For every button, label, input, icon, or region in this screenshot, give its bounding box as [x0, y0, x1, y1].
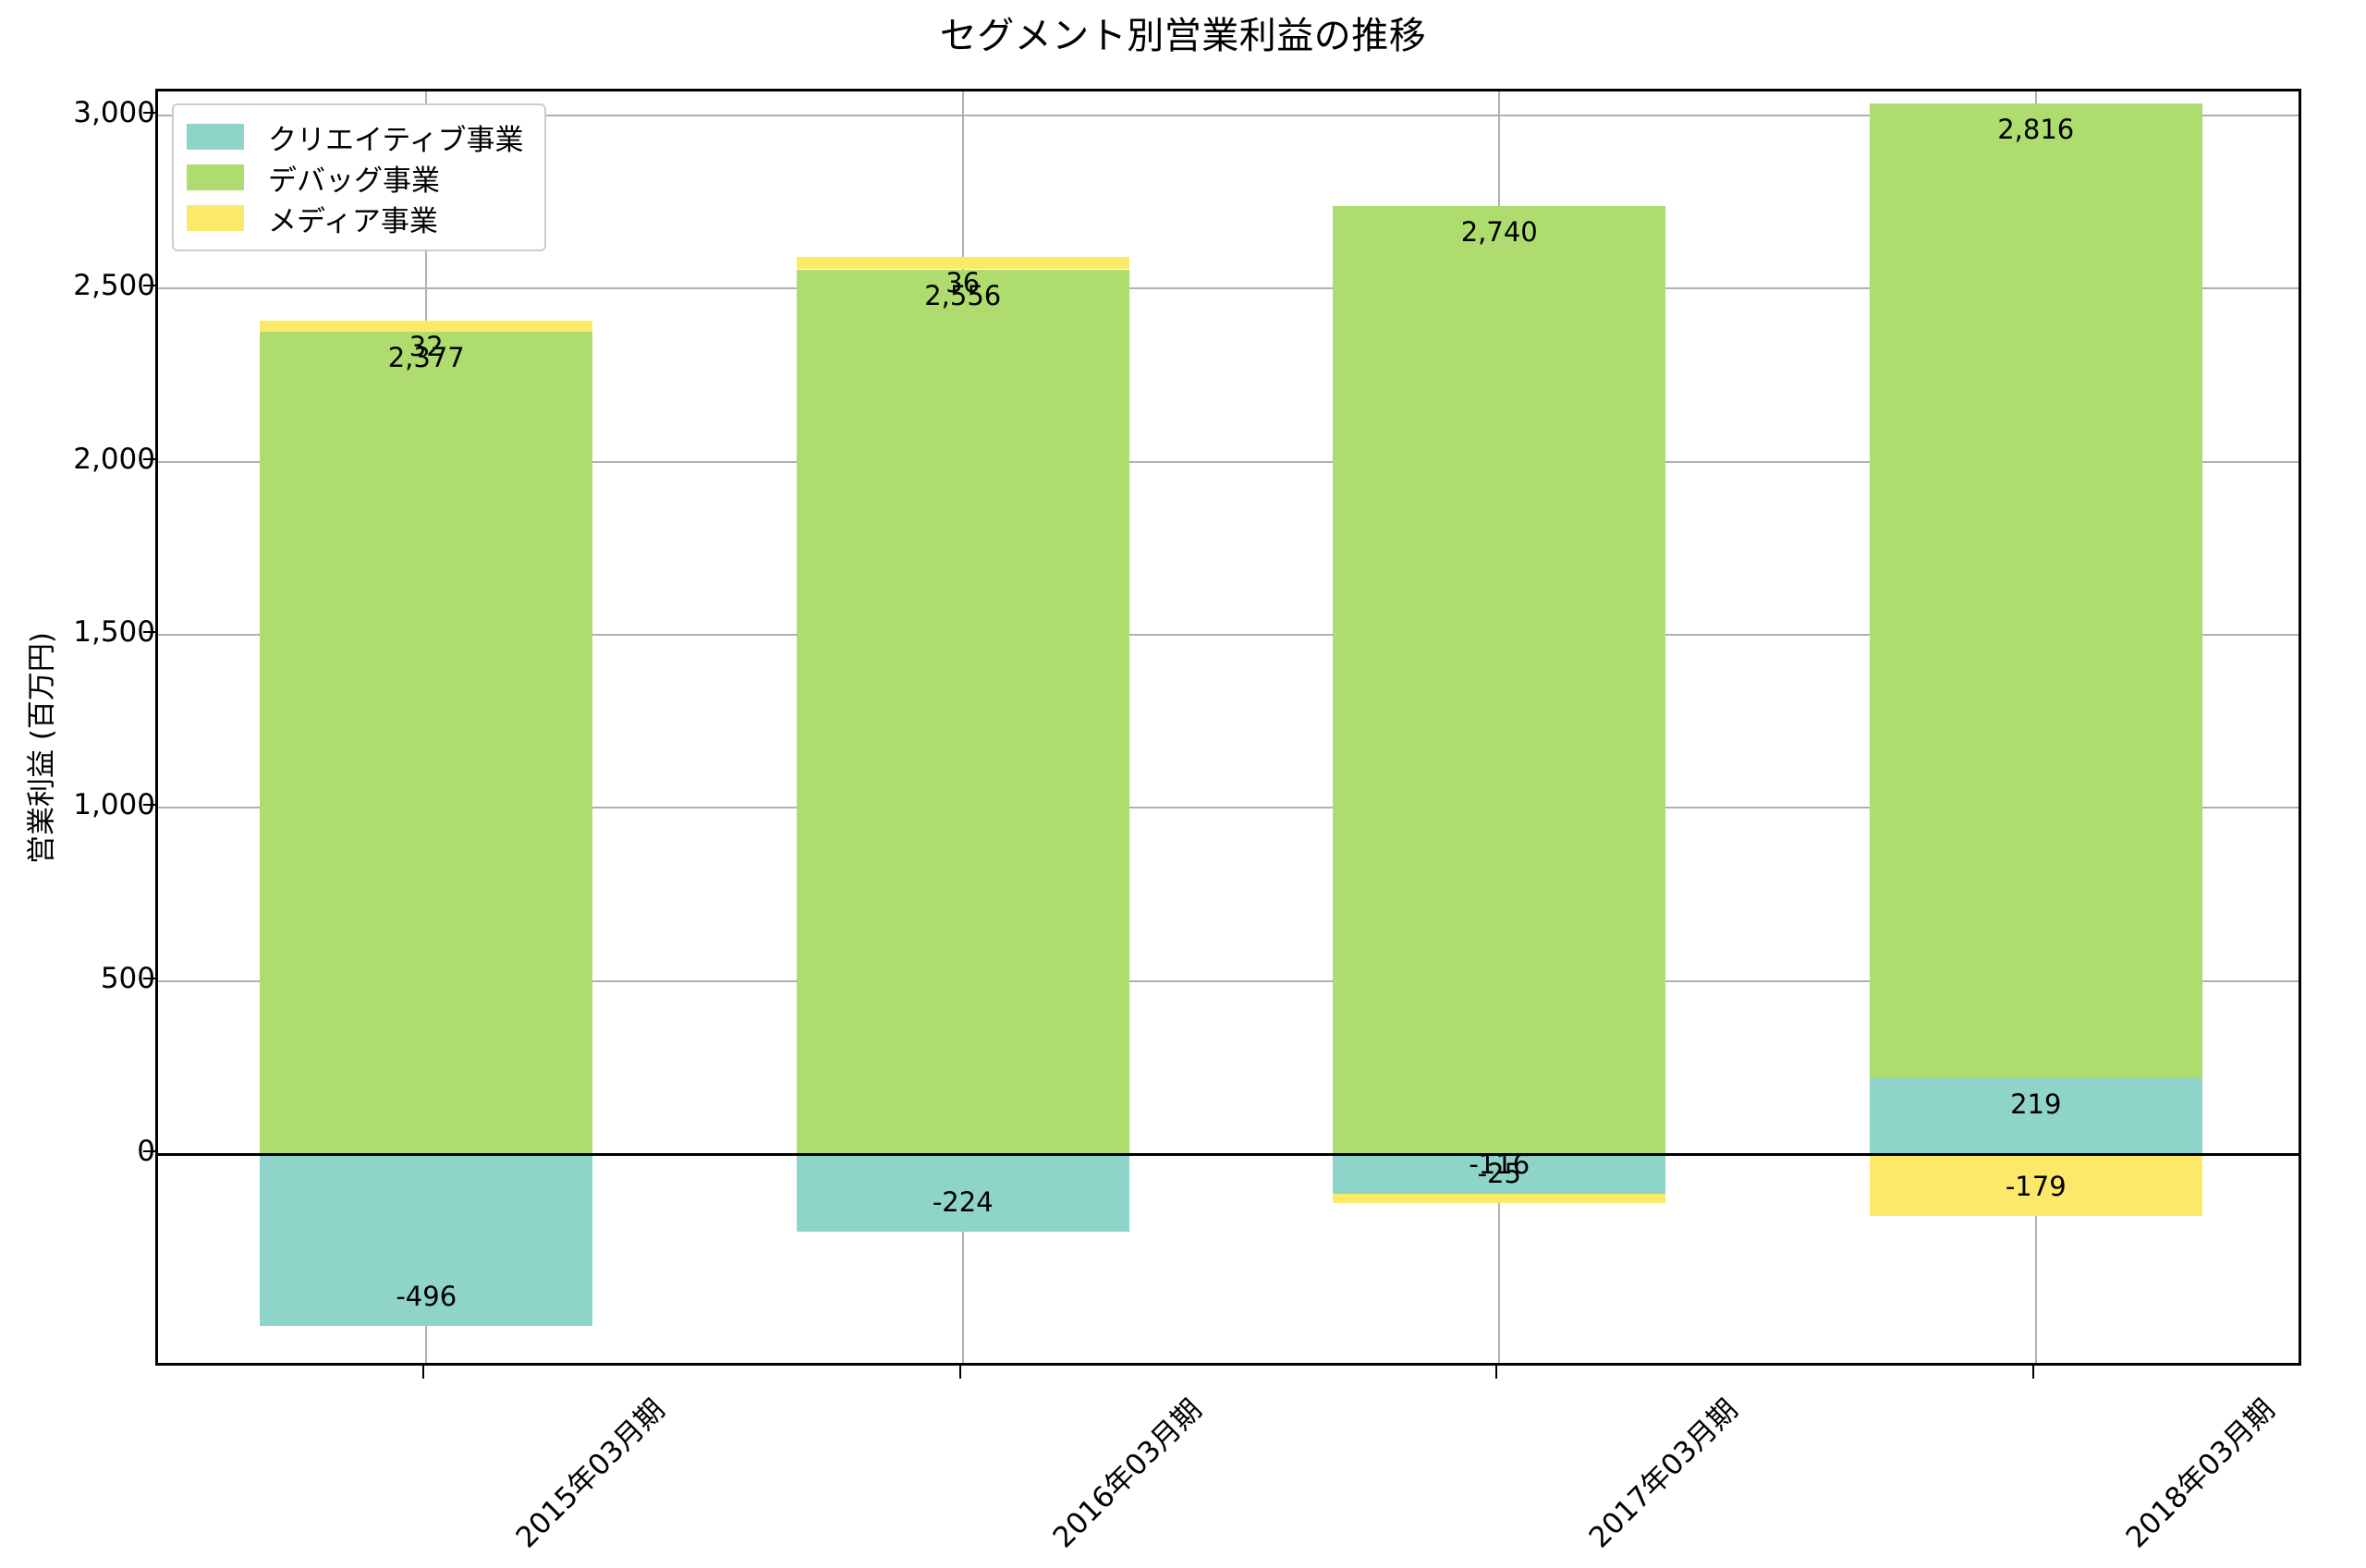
- x-axis-tick-mark: [1495, 1366, 1498, 1379]
- y-axis-tick-label: 2,500: [73, 269, 155, 303]
- bar-value-label: -116: [1469, 1149, 1531, 1181]
- bar-value-label: 2,556: [924, 279, 1002, 311]
- gridline-horizontal: [158, 634, 2299, 636]
- bar-value-label: 2,377: [387, 341, 465, 373]
- legend-item-label: メディア事業: [268, 204, 438, 238]
- y-axis-tick-label: 1,500: [73, 615, 155, 649]
- bar-segment[interactable]: [796, 1153, 1129, 1232]
- legend-item[interactable]: メディア事業: [187, 198, 524, 238]
- bar-value-label: 32: [409, 330, 444, 362]
- y-axis-tick-mark: [143, 1149, 156, 1152]
- bar-segment[interactable]: [1333, 1153, 1666, 1195]
- gridline-horizontal: [158, 460, 2299, 463]
- bar-value-label: 219: [2010, 1088, 2062, 1120]
- legend-item-label: デバッグ事業: [268, 164, 440, 198]
- x-axis-tick-mark: [422, 1366, 425, 1379]
- x-axis-tick-mark: [958, 1366, 961, 1379]
- bar-value-label: -25: [1477, 1157, 1521, 1189]
- bar-segment[interactable]: [260, 1153, 593, 1326]
- bar-value-label: -179: [2005, 1170, 2067, 1202]
- y-axis-tick-mark: [143, 631, 156, 633]
- zero-line: [158, 1152, 2299, 1156]
- bar-segment[interactable]: [260, 320, 593, 332]
- legend-swatch-icon: [187, 124, 244, 150]
- gridline-horizontal: [158, 979, 2299, 982]
- bar-value-label: 2,816: [1997, 114, 2075, 146]
- y-axis-label: 営業利益 (百万円): [25, 631, 59, 865]
- y-axis-tick-mark: [143, 804, 156, 807]
- y-axis-tick-mark: [143, 112, 156, 115]
- bar-segment[interactable]: [1869, 1153, 2202, 1216]
- plot-area: -496 2,377 32 -224 2,556 36 -116 2,740 -25 219 2,8…: [155, 89, 2301, 1366]
- y-axis-tick-label: 3,000: [73, 96, 155, 130]
- x-axis-tick-label: 2017年03月期: [1582, 1392, 1745, 1555]
- chart-title: セグメント別営業利益の推移: [939, 15, 1427, 57]
- legend-swatch-icon: [187, 164, 244, 190]
- y-axis-tick-mark: [143, 457, 156, 460]
- y-axis-tick-mark: [143, 977, 156, 979]
- y-axis-tick-mark: [143, 285, 156, 287]
- bar-value-label: 36: [945, 267, 981, 299]
- bar-segment[interactable]: [260, 331, 593, 1154]
- legend-item[interactable]: クリエイティブ事業: [187, 116, 524, 157]
- bar-segment[interactable]: [796, 269, 1129, 1154]
- x-axis-tick-label: 2016年03月期: [1046, 1392, 1209, 1555]
- bar-segment[interactable]: [1869, 103, 2202, 1078]
- bar-segment[interactable]: [1869, 1077, 2202, 1154]
- y-axis-tick-label: 2,000: [73, 442, 155, 476]
- x-axis-tick-label: 2018年03月期: [2119, 1392, 2282, 1555]
- gridline-horizontal: [158, 807, 2299, 809]
- legend-item-label: クリエイティブ事業: [268, 123, 524, 157]
- bar-value-label: 2,740: [1460, 215, 1538, 248]
- bar-segment[interactable]: [1333, 205, 1666, 1154]
- legend-swatch-icon: [187, 205, 244, 231]
- x-axis-tick-mark: [2031, 1366, 2034, 1379]
- bar-segment[interactable]: [1333, 1194, 1666, 1203]
- y-axis-tick-label: 1,000: [73, 788, 155, 822]
- gridline-horizontal: [158, 115, 2299, 117]
- bar-segment[interactable]: [796, 257, 1129, 270]
- chart-legend: クリエイティブ事業 デバッグ事業 メディア事業: [172, 103, 546, 251]
- bar-value-label: -496: [396, 1280, 457, 1312]
- gridline-horizontal: [158, 287, 2299, 290]
- legend-item[interactable]: デバッグ事業: [187, 157, 524, 198]
- bar-value-label: -224: [932, 1185, 994, 1218]
- x-axis-tick-label: 2015年03月期: [509, 1392, 672, 1555]
